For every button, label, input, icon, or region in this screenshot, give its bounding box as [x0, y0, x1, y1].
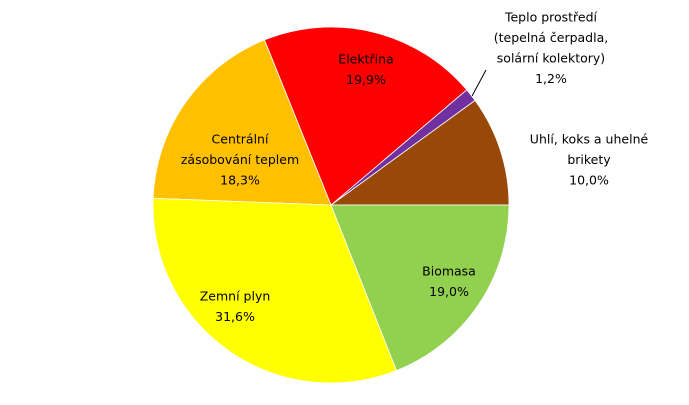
- slice-label: Biomasa: [422, 264, 476, 279]
- pie-slice: [152, 39, 332, 206]
- slice-label: Zemní plyn: [200, 289, 271, 304]
- pie-slice: [330, 204, 510, 372]
- slice-label: zásobování teplem: [181, 152, 299, 167]
- value-label: 19,9%: [346, 72, 386, 87]
- value-label: 31,6%: [215, 309, 255, 324]
- slice-label: solární kolektory): [497, 51, 605, 66]
- slice-label: Teplo prostředí: [504, 10, 598, 25]
- pie-slice: [329, 99, 510, 206]
- leader-line: [471, 69, 487, 97]
- pie-slice: [152, 197, 398, 384]
- value-label: 10,0%: [569, 173, 609, 188]
- slice-label: Elektřina: [338, 52, 393, 67]
- value-label: 18,3%: [220, 173, 260, 188]
- slice-label: brikety: [567, 152, 611, 167]
- slice-label: Centrální: [212, 132, 269, 147]
- value-label: 1,2%: [535, 71, 567, 86]
- pie-slice: [263, 26, 468, 206]
- slice-label: Uhlí, koks a uhelné: [530, 132, 649, 147]
- value-label: 19,0%: [429, 284, 469, 299]
- slice-label: (tepelná čerpadla,: [494, 30, 608, 45]
